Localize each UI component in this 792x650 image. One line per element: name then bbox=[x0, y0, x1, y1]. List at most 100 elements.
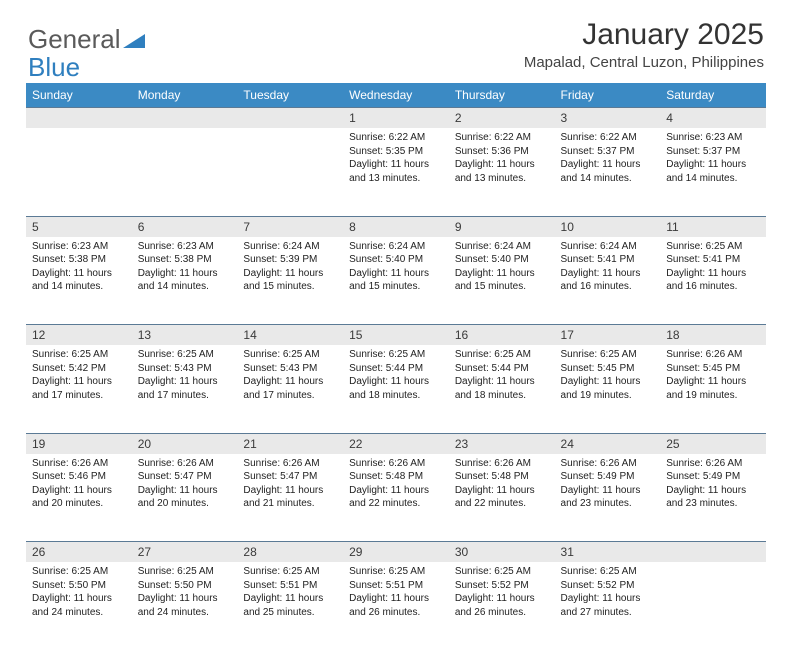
day-number: 30 bbox=[449, 542, 555, 563]
day-cell: Sunrise: 6:25 AMSunset: 5:51 PMDaylight:… bbox=[343, 562, 449, 650]
day-number: 11 bbox=[660, 216, 766, 237]
sunset-line: Sunset: 5:44 PM bbox=[349, 362, 443, 376]
day-cell: Sunrise: 6:26 AMSunset: 5:46 PMDaylight:… bbox=[26, 454, 132, 542]
day-cell: Sunrise: 6:25 AMSunset: 5:41 PMDaylight:… bbox=[660, 237, 766, 325]
day-cell: Sunrise: 6:24 AMSunset: 5:41 PMDaylight:… bbox=[555, 237, 661, 325]
day-number: 21 bbox=[237, 433, 343, 454]
sunrise-line: Sunrise: 6:25 AM bbox=[561, 565, 655, 579]
sunrise-line: Sunrise: 6:24 AM bbox=[243, 240, 337, 254]
sunrise-line: Sunrise: 6:24 AM bbox=[349, 240, 443, 254]
day-details: Sunrise: 6:23 AMSunset: 5:38 PMDaylight:… bbox=[132, 237, 238, 294]
sunset-line: Sunset: 5:41 PM bbox=[666, 253, 760, 267]
sunrise-line: Sunrise: 6:23 AM bbox=[666, 131, 760, 145]
day-number: 27 bbox=[132, 542, 238, 563]
day-number: 6 bbox=[132, 216, 238, 237]
sunset-line: Sunset: 5:45 PM bbox=[561, 362, 655, 376]
day-number: 18 bbox=[660, 325, 766, 346]
day-cell: Sunrise: 6:22 AMSunset: 5:35 PMDaylight:… bbox=[343, 128, 449, 216]
daylight-line: Daylight: 11 hours and 20 minutes. bbox=[138, 484, 232, 511]
daylight-line: Daylight: 11 hours and 15 minutes. bbox=[243, 267, 337, 294]
daylight-line: Daylight: 11 hours and 25 minutes. bbox=[243, 592, 337, 619]
sunset-line: Sunset: 5:51 PM bbox=[243, 579, 337, 593]
sunset-line: Sunset: 5:49 PM bbox=[561, 470, 655, 484]
weekday-header: Tuesday bbox=[237, 83, 343, 108]
daylight-line: Daylight: 11 hours and 14 minutes. bbox=[561, 158, 655, 185]
sunset-line: Sunset: 5:36 PM bbox=[455, 145, 549, 159]
day-details: Sunrise: 6:25 AMSunset: 5:50 PMDaylight:… bbox=[132, 562, 238, 619]
sunset-line: Sunset: 5:45 PM bbox=[666, 362, 760, 376]
day-number-row: 567891011 bbox=[26, 216, 766, 237]
day-number: 17 bbox=[555, 325, 661, 346]
day-content-row: Sunrise: 6:25 AM Sunset: 5:50 PM Daylight:… bbox=[26, 562, 766, 650]
sunrise-line: Sunrise: 6:25 AM bbox=[138, 348, 232, 362]
logo-triangle-icon bbox=[123, 24, 145, 55]
daylight-line: Daylight: 11 hours and 16 minutes. bbox=[561, 267, 655, 294]
day-details: Sunrise: 6:26 AMSunset: 5:47 PMDaylight:… bbox=[132, 454, 238, 511]
day-number: 14 bbox=[237, 325, 343, 346]
day-cell bbox=[132, 128, 238, 216]
page-title: January 2025 bbox=[524, 18, 764, 52]
sunrise-line: Sunrise: 6:26 AM bbox=[138, 457, 232, 471]
weekday-header: Sunday bbox=[26, 83, 132, 108]
sunset-line: Sunset: 5:44 PM bbox=[455, 362, 549, 376]
sunrise-line: Sunrise: 6:22 AM bbox=[349, 131, 443, 145]
sunset-line: Sunset: 5:50 PM bbox=[138, 579, 232, 593]
day-number bbox=[26, 108, 132, 129]
sunset-line: Sunset: 5:43 PM bbox=[138, 362, 232, 376]
sunrise-line: Sunrise: 6:25 AM bbox=[349, 348, 443, 362]
day-cell: Sunrise: 6:25 AMSunset: 5:44 PMDaylight:… bbox=[449, 345, 555, 433]
day-cell: Sunrise: 6:25 AMSunset: 5:50 PMDaylight:… bbox=[26, 562, 132, 650]
day-number-row: 12131415161718 bbox=[26, 325, 766, 346]
day-number bbox=[660, 542, 766, 563]
day-cell: Sunrise: 6:25 AMSunset: 5:43 PMDaylight:… bbox=[237, 345, 343, 433]
daylight-line: Daylight: 11 hours and 26 minutes. bbox=[349, 592, 443, 619]
day-cell: Sunrise: 6:26 AMSunset: 5:47 PMDaylight:… bbox=[132, 454, 238, 542]
sunrise-line: Sunrise: 6:23 AM bbox=[32, 240, 126, 254]
day-number: 2 bbox=[449, 108, 555, 129]
day-number: 12 bbox=[26, 325, 132, 346]
day-cell: Sunrise: 6:25 AMSunset: 5:51 PMDaylight:… bbox=[237, 562, 343, 650]
day-cell: Sunrise: 6:22 AMSunset: 5:36 PMDaylight:… bbox=[449, 128, 555, 216]
daylight-line: Daylight: 11 hours and 22 minutes. bbox=[349, 484, 443, 511]
day-details: Sunrise: 6:26 AMSunset: 5:45 PMDaylight:… bbox=[660, 345, 766, 402]
daylight-line: Daylight: 11 hours and 15 minutes. bbox=[455, 267, 549, 294]
day-cell: Sunrise: 6:25 AMSunset: 5:44 PMDaylight:… bbox=[343, 345, 449, 433]
sunset-line: Sunset: 5:37 PM bbox=[561, 145, 655, 159]
day-number: 31 bbox=[555, 542, 661, 563]
sunrise-line: Sunrise: 6:26 AM bbox=[243, 457, 337, 471]
day-details: Sunrise: 6:25 AMSunset: 5:43 PMDaylight:… bbox=[132, 345, 238, 402]
sunrise-line: Sunrise: 6:26 AM bbox=[666, 457, 760, 471]
day-details: Sunrise: 6:26 AMSunset: 5:46 PMDaylight:… bbox=[26, 454, 132, 511]
day-number: 24 bbox=[555, 433, 661, 454]
daylight-line: Daylight: 11 hours and 26 minutes. bbox=[455, 592, 549, 619]
day-number: 10 bbox=[555, 216, 661, 237]
day-details: Sunrise: 6:25 AMSunset: 5:52 PMDaylight:… bbox=[449, 562, 555, 619]
day-cell: Sunrise: 6:25 AMSunset: 5:43 PMDaylight:… bbox=[132, 345, 238, 433]
sunrise-line: Sunrise: 6:24 AM bbox=[455, 240, 549, 254]
day-cell: Sunrise: 6:23 AMSunset: 5:38 PMDaylight:… bbox=[26, 237, 132, 325]
day-number: 13 bbox=[132, 325, 238, 346]
day-cell bbox=[26, 128, 132, 216]
day-cell: Sunrise: 6:25 AMSunset: 5:52 PMDaylight:… bbox=[449, 562, 555, 650]
daylight-line: Daylight: 11 hours and 23 minutes. bbox=[666, 484, 760, 511]
day-number-row: 262728293031 bbox=[26, 542, 766, 563]
sunset-line: Sunset: 5:52 PM bbox=[561, 579, 655, 593]
day-details: Sunrise: 6:25 AMSunset: 5:52 PMDaylight:… bbox=[555, 562, 661, 619]
daylight-line: Daylight: 11 hours and 21 minutes. bbox=[243, 484, 337, 511]
day-number: 29 bbox=[343, 542, 449, 563]
sunset-line: Sunset: 5:43 PM bbox=[243, 362, 337, 376]
sunrise-line: Sunrise: 6:25 AM bbox=[455, 565, 549, 579]
sunset-line: Sunset: 5:35 PM bbox=[349, 145, 443, 159]
sunrise-line: Sunrise: 6:24 AM bbox=[561, 240, 655, 254]
daylight-line: Daylight: 11 hours and 13 minutes. bbox=[349, 158, 443, 185]
daylight-line: Daylight: 11 hours and 23 minutes. bbox=[561, 484, 655, 511]
day-details: Sunrise: 6:22 AMSunset: 5:35 PMDaylight:… bbox=[343, 128, 449, 185]
weekday-header: Saturday bbox=[660, 83, 766, 108]
day-details: Sunrise: 6:26 AMSunset: 5:49 PMDaylight:… bbox=[555, 454, 661, 511]
day-number: 4 bbox=[660, 108, 766, 129]
daylight-line: Daylight: 11 hours and 22 minutes. bbox=[455, 484, 549, 511]
daylight-line: Daylight: 11 hours and 18 minutes. bbox=[349, 375, 443, 402]
logo-word1: General bbox=[28, 24, 121, 55]
day-number: 26 bbox=[26, 542, 132, 563]
sunrise-line: Sunrise: 6:26 AM bbox=[561, 457, 655, 471]
